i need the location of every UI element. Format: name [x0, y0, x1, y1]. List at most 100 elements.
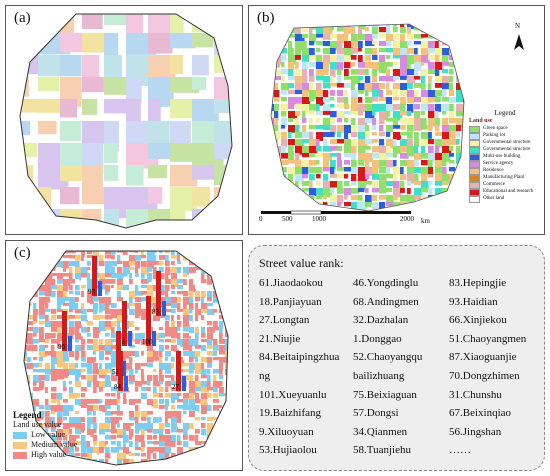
rank-entry: 58.Tuanjiehu — [353, 444, 411, 457]
value-bar — [118, 351, 123, 391]
value-bar — [62, 311, 67, 351]
legend-b: Legend Land use Green space Parking lot Go… — [469, 109, 541, 203]
rank-entry: 21.Niujie — [259, 332, 301, 345]
land-use-map-b — [261, 23, 524, 215]
street-value-rank-box: Street value rank: 61.Jiaodaokou 18.Panji… — [248, 245, 545, 471]
legend-b-item: Multi-use building — [469, 153, 541, 161]
rank-column-1: 61.Jiaodaokou 18.Panjiayuan 27.Longtan 21.N… — [259, 274, 339, 460]
panel-b-label: (b) — [257, 10, 275, 26]
rank-entry: 56.Jingshan — [449, 425, 502, 438]
legend-b-swatch — [469, 153, 480, 161]
scale-tick: 1000 — [312, 215, 326, 223]
district-number-label: 84 — [114, 383, 122, 391]
legend-b-swatch — [469, 167, 480, 175]
legend-c-item: Low value — [13, 430, 77, 440]
district-number-label: 66 — [118, 338, 126, 346]
rank-entry: 9.Xiluoyuan — [259, 425, 314, 438]
value-bar-low — [128, 331, 132, 346]
legend-c-label: Medium value — [31, 440, 78, 449]
legend-b-item: Parking lot — [469, 132, 541, 140]
swatch-high — [13, 451, 27, 459]
rank-entry: ng — [259, 369, 270, 382]
rank-entry: 19.Baizhifang — [259, 407, 322, 420]
legend-b-item: Service agency — [469, 160, 541, 168]
legend-c-label: Low value — [31, 430, 65, 439]
scale-tick: 500 — [282, 215, 293, 223]
panel-a-label: (a) — [14, 10, 31, 26]
rank-entry: 31.Chunshu — [449, 388, 502, 401]
legend-b-item: Educational and research — [469, 188, 541, 196]
value-bar — [122, 301, 127, 346]
legend-b-swatch — [469, 160, 480, 168]
scale-bar — [261, 210, 411, 215]
value-bar — [156, 271, 161, 316]
district-number-label: 27 — [172, 383, 180, 391]
legend-b-swatch — [469, 139, 480, 147]
legend-b-heading: Land use — [469, 118, 493, 125]
rank-entry: 87.Xiaoguanjie — [449, 351, 517, 364]
panel-b-land-use-map: (b) N 0 500 1000 2000 km Legend Land use… — [248, 5, 545, 235]
legend-b-label: Commerce — [483, 182, 505, 188]
legend-b-label: Other land — [483, 196, 505, 202]
north-arrow-icon — [514, 34, 524, 50]
rank-entry: 84.Beitaipingzhua — [259, 351, 340, 364]
rank-entry: 70.Dongzhimen — [449, 369, 520, 382]
legend-b-label: Multi-use building — [483, 154, 521, 160]
rank-entry: 93.Haidian — [449, 295, 498, 308]
rank-entry: 52.Chaoyangqu — [353, 351, 423, 364]
rank-entry: 53.Hujiaolou — [259, 444, 317, 457]
value-bar — [92, 256, 97, 296]
legend-b-label: Governmental structure — [483, 147, 531, 153]
legend-c-item: High value — [13, 450, 77, 460]
legend-c-item: Medium value — [13, 440, 77, 450]
value-bar-low — [122, 361, 126, 376]
rank-entry: 57.Dongsi — [353, 407, 399, 420]
rank-entry: 61.Jiaodaokou — [259, 277, 323, 289]
legend-b-item: Other land — [469, 195, 541, 203]
scale-tick: 2000 — [400, 215, 414, 223]
legend-b-swatch — [469, 181, 480, 189]
legend-b-label: Manufacturing Plant — [483, 175, 525, 181]
legend-c-label: High value — [31, 450, 67, 459]
legend-b-swatch — [469, 188, 480, 196]
swatch-low — [13, 431, 27, 439]
rank-entry: 75.Beixiaguan — [353, 388, 417, 401]
legend-b-label: Governmental structure — [483, 140, 531, 146]
rank-entry: 32.Dazhalan — [353, 314, 409, 327]
rank-entry: bailizhuang — [353, 369, 405, 382]
legend-c-heading: Land use value — [13, 420, 62, 429]
legend-b-label: Green space — [483, 126, 508, 132]
north-label: N — [515, 22, 521, 30]
panel-c-value-map: 93 83 66 90 100 52 27 84 (c) Legend Land use va… — [5, 240, 243, 471]
value-bar-low — [182, 376, 186, 391]
district-number-label: 93 — [88, 288, 96, 296]
value-bar-low — [152, 331, 156, 346]
value-bar-low — [162, 301, 166, 316]
rank-title: Street value rank: — [259, 256, 344, 270]
rank-entry: 101.Xueyuanlu — [259, 388, 327, 401]
rank-entry: 68.Andingmen — [353, 295, 419, 308]
district-number-label: 100 — [142, 338, 153, 346]
legend-b-label: Educational and research — [483, 189, 534, 195]
scale-tick: 0 — [259, 215, 263, 223]
legend-b-label: Service agency — [483, 161, 514, 167]
legend-c-title: Legend — [13, 410, 42, 420]
rank-entry: 46.Yongdinglu — [353, 277, 419, 289]
panel-a-district-map: (a) — [5, 5, 243, 235]
legend-b-swatch — [469, 174, 480, 182]
legend-c: Legend Land use value Low value Medium v… — [13, 410, 77, 460]
legend-b-swatch — [469, 132, 480, 140]
rank-entry: 67.Beixinqiao — [449, 407, 512, 420]
legend-b-item: Residence — [469, 167, 541, 175]
legend-b-item: Green space — [469, 125, 541, 133]
district-number-label: 52 — [112, 368, 120, 376]
panel-c-label: (c) — [14, 245, 31, 261]
legend-b-label: Residence — [483, 168, 504, 174]
rank-entry: 34.Qianmen — [353, 425, 408, 438]
district-number-label: 83 — [152, 308, 160, 316]
district-map-a — [19, 13, 233, 229]
legend-b-title: Legend — [494, 109, 516, 117]
rank-entry: 27.Longtan — [259, 314, 310, 327]
rank-entry: 66.Xinjiekou — [449, 314, 507, 327]
